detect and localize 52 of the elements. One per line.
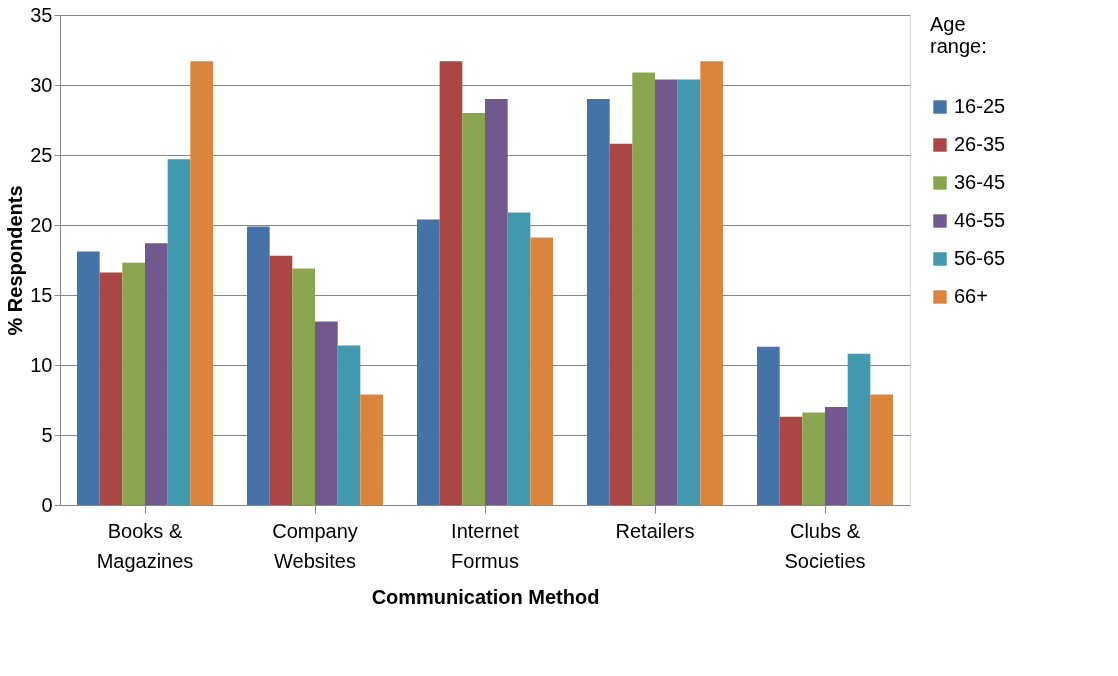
bar xyxy=(462,113,485,505)
bar xyxy=(247,226,270,505)
bar xyxy=(337,345,361,505)
legend-label: 56-65 xyxy=(954,247,1006,269)
bar xyxy=(655,79,678,505)
bar xyxy=(825,407,848,505)
bar xyxy=(292,268,315,505)
y-tick-label: 15 xyxy=(30,283,53,306)
bar xyxy=(802,412,825,505)
bar xyxy=(870,394,893,505)
legend-label: 26-35 xyxy=(954,133,1006,155)
bar xyxy=(77,251,100,505)
bar xyxy=(677,79,701,505)
y-tick-label: 0 xyxy=(41,493,53,516)
y-tick-label: 35 xyxy=(30,3,53,26)
x-tick-label: Books & Magazines xyxy=(96,519,194,572)
bar xyxy=(417,219,440,505)
bar xyxy=(269,255,293,505)
bar xyxy=(530,237,553,505)
y-tick-label: 5 xyxy=(41,423,53,446)
y-tick-label: 30 xyxy=(30,73,53,96)
bar xyxy=(587,99,610,505)
y-tick-label: 10 xyxy=(30,353,53,376)
bar xyxy=(439,61,463,505)
legend-label: 66+ xyxy=(954,285,988,307)
bar xyxy=(757,346,780,505)
bar xyxy=(632,72,655,505)
legend-label: 46-55 xyxy=(954,209,1006,231)
bar xyxy=(315,321,338,505)
bar xyxy=(99,272,123,505)
bar xyxy=(485,99,508,505)
legend-title: Age range: xyxy=(930,13,987,57)
bar xyxy=(700,61,723,505)
y-tick-label: 20 xyxy=(30,213,53,236)
x-tick-label: Retailers xyxy=(615,519,695,542)
bar xyxy=(360,394,383,505)
bar xyxy=(847,353,871,505)
y-axis-title: % Respondents xyxy=(4,185,27,336)
x-tick-label: Internet Formus xyxy=(451,519,520,572)
legend-label: 36-45 xyxy=(954,171,1006,193)
bar xyxy=(779,416,803,505)
bar xyxy=(507,212,531,505)
bar xyxy=(190,61,213,505)
y-tick-label: 25 xyxy=(30,143,53,166)
x-tick-label: Company Websites xyxy=(272,519,358,572)
x-tick-label: Clubs & Societies xyxy=(784,519,866,572)
bar xyxy=(167,159,191,505)
bar xyxy=(145,243,168,505)
bar xyxy=(609,143,633,505)
legend-label: 16-25 xyxy=(954,95,1006,117)
bar xyxy=(122,262,145,505)
x-axis-title: Communication Method xyxy=(371,585,600,608)
